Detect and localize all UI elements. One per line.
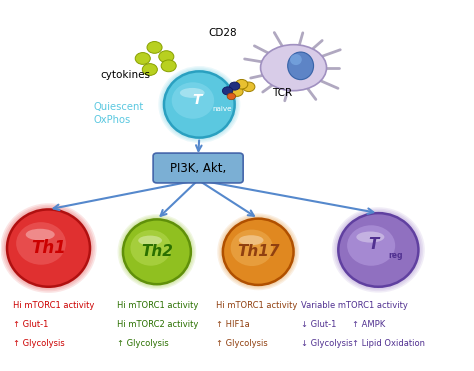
Text: ↑ AMPK: ↑ AMPK (353, 320, 386, 329)
Ellipse shape (239, 235, 264, 245)
Circle shape (236, 79, 248, 89)
Ellipse shape (220, 216, 296, 288)
Ellipse shape (16, 222, 66, 265)
Circle shape (135, 53, 150, 64)
Ellipse shape (180, 88, 205, 98)
Ellipse shape (5, 208, 91, 288)
Text: Variable mTORC1 activity: Variable mTORC1 activity (301, 301, 408, 310)
Text: ↑ HIF1a: ↑ HIF1a (216, 320, 249, 329)
Ellipse shape (219, 215, 298, 289)
Ellipse shape (231, 230, 273, 266)
Ellipse shape (290, 54, 302, 65)
Ellipse shape (335, 210, 422, 290)
Text: cytokines: cytokines (100, 70, 150, 80)
Ellipse shape (4, 206, 93, 290)
Text: Th2: Th2 (141, 244, 173, 259)
Ellipse shape (7, 210, 90, 287)
Circle shape (229, 82, 240, 90)
Ellipse shape (122, 218, 192, 285)
Text: ↑ Glycolysis: ↑ Glycolysis (216, 339, 267, 348)
Ellipse shape (119, 216, 195, 288)
Text: Th1: Th1 (31, 239, 66, 257)
Ellipse shape (158, 66, 240, 143)
Ellipse shape (356, 232, 384, 243)
Circle shape (243, 82, 255, 92)
Text: ↑ Glycolysis: ↑ Glycolysis (13, 339, 65, 348)
Text: ↓ Glycolysis: ↓ Glycolysis (301, 339, 352, 348)
Text: TCR: TCR (272, 88, 292, 98)
Circle shape (147, 42, 162, 53)
Ellipse shape (26, 229, 55, 240)
Circle shape (159, 51, 174, 63)
Circle shape (227, 93, 236, 100)
Ellipse shape (138, 236, 162, 245)
Ellipse shape (164, 71, 235, 138)
Text: ↓ Glut-1: ↓ Glut-1 (301, 320, 336, 329)
Ellipse shape (347, 225, 395, 266)
Ellipse shape (2, 205, 95, 291)
Text: PI3K, Akt,: PI3K, Akt, (170, 161, 226, 174)
Ellipse shape (338, 213, 419, 287)
Circle shape (142, 63, 157, 75)
Text: Hi mTORC1 activity: Hi mTORC1 activity (117, 301, 198, 310)
Text: Th17: Th17 (237, 244, 280, 259)
Circle shape (231, 87, 243, 96)
Text: ↑ Lipid Oxidation: ↑ Lipid Oxidation (353, 339, 426, 348)
Ellipse shape (261, 45, 327, 91)
Ellipse shape (123, 219, 191, 284)
Text: naive: naive (212, 106, 232, 112)
Text: Hi mTORC1 activity: Hi mTORC1 activity (216, 301, 297, 310)
Ellipse shape (217, 213, 299, 290)
Ellipse shape (130, 230, 171, 266)
Text: T: T (368, 237, 379, 252)
Text: Quiescent
OxPhos: Quiescent OxPhos (93, 102, 144, 125)
Ellipse shape (118, 214, 196, 289)
Ellipse shape (172, 82, 214, 119)
Ellipse shape (223, 219, 293, 285)
Text: Hi mTORC1 activity: Hi mTORC1 activity (13, 301, 94, 310)
Ellipse shape (120, 217, 193, 287)
Text: T: T (192, 93, 202, 107)
Circle shape (161, 60, 176, 72)
Ellipse shape (288, 52, 314, 80)
Ellipse shape (161, 69, 237, 140)
Ellipse shape (221, 217, 295, 286)
Circle shape (222, 87, 233, 95)
Ellipse shape (160, 68, 239, 142)
Text: Hi mTORC2 activity: Hi mTORC2 activity (117, 320, 198, 329)
Text: reg: reg (389, 251, 403, 260)
Ellipse shape (163, 70, 236, 139)
Ellipse shape (334, 209, 423, 291)
Text: ↑ Glut-1: ↑ Glut-1 (13, 320, 48, 329)
Text: ↑ Glycolysis: ↑ Glycolysis (117, 339, 169, 348)
Ellipse shape (337, 211, 420, 288)
FancyBboxPatch shape (153, 153, 243, 183)
Ellipse shape (0, 203, 97, 293)
Ellipse shape (332, 207, 425, 293)
Text: CD28: CD28 (209, 28, 237, 38)
